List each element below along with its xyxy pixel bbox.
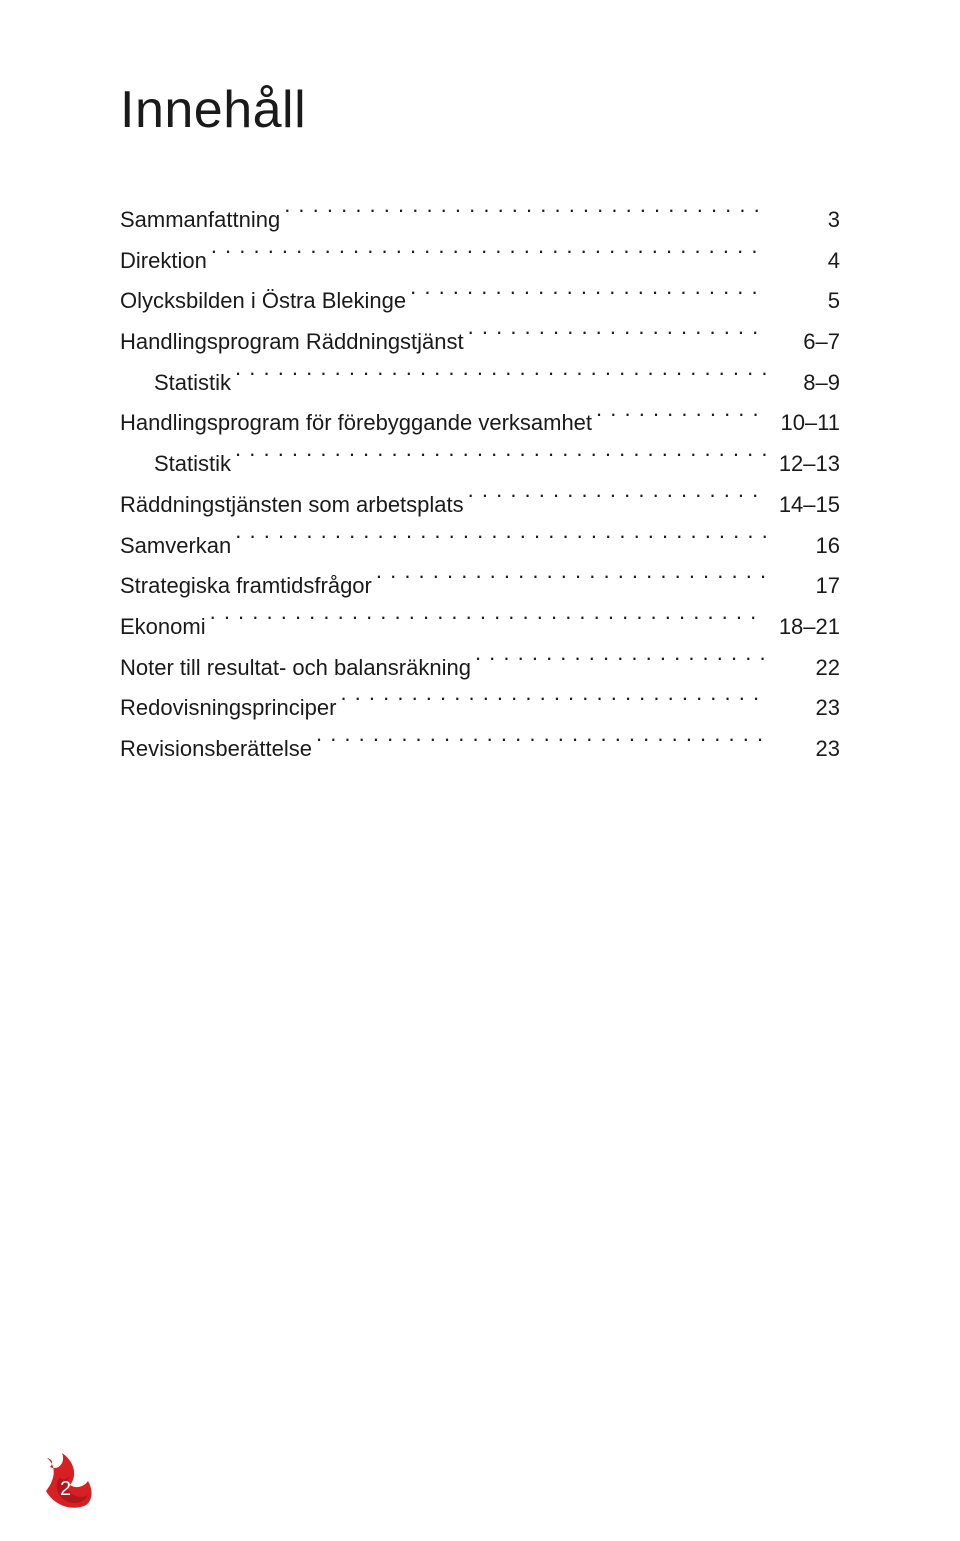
toc-page: 14–15 <box>770 485 840 526</box>
toc-row: Strategiska framtidsfrågor 17 <box>120 566 840 607</box>
toc-page: 18–21 <box>770 607 840 648</box>
toc-row: Samverkan 16 <box>120 526 840 567</box>
toc-label: Olycksbilden i Östra Blekinge <box>120 281 406 322</box>
toc-row: Ekonomi 18–21 <box>120 607 840 648</box>
page-title: Innehåll <box>120 80 840 140</box>
toc-leader <box>468 485 766 511</box>
toc-label: Ekonomi <box>120 607 206 648</box>
table-of-contents: Sammanfattning3Direktion4Olycksbilden i … <box>120 200 840 770</box>
toc-leader <box>235 526 766 552</box>
toc-row: Statistik 8–9 <box>120 363 840 404</box>
toc-row: Revisionsberättelse 23 <box>120 729 840 770</box>
toc-page: 5 <box>770 281 840 322</box>
toc-label: Samverkan <box>120 526 231 567</box>
toc-page: 4 <box>770 241 840 282</box>
toc-label: Statistik <box>154 363 231 404</box>
toc-row: Räddningstjänsten som arbetsplats 14–15 <box>120 485 840 526</box>
toc-leader <box>468 323 766 349</box>
toc-row: Handlingsprogram för förebyggande verksa… <box>120 403 840 444</box>
toc-page: 23 <box>770 729 840 770</box>
toc-leader <box>284 201 766 227</box>
toc-leader <box>410 282 766 308</box>
toc-label: Strategiska framtidsfrågor <box>120 566 372 607</box>
page-number: 2 <box>60 1478 71 1501</box>
toc-label: Revisionsberättelse <box>120 729 312 770</box>
toc-page: 12–13 <box>770 444 840 485</box>
toc-label: Räddningstjänsten som arbetsplats <box>120 485 464 526</box>
toc-page: 6–7 <box>770 322 840 363</box>
toc-page: 23 <box>770 688 840 729</box>
toc-leader <box>210 607 766 633</box>
document-page: Innehåll Sammanfattning3Direktion4Olycks… <box>0 0 960 1541</box>
toc-page: 3 <box>770 200 840 241</box>
toc-label: Handlingsprogram Räddningstjänst <box>120 322 464 363</box>
toc-leader <box>235 445 766 471</box>
toc-leader <box>340 689 766 715</box>
toc-leader <box>235 363 766 389</box>
toc-label: Direktion <box>120 241 207 282</box>
toc-leader <box>376 567 766 593</box>
toc-label: Sammanfattning <box>120 200 280 241</box>
toc-label: Redovisningsprinciper <box>120 688 336 729</box>
toc-label: Statistik <box>154 444 231 485</box>
toc-leader <box>211 241 766 267</box>
toc-leader <box>316 730 766 756</box>
toc-leader <box>596 404 766 430</box>
toc-page: 22 <box>770 648 840 689</box>
toc-page: 17 <box>770 566 840 607</box>
toc-page: 8–9 <box>770 363 840 404</box>
toc-row: Handlingsprogram Räddningstjänst 6–7 <box>120 322 840 363</box>
toc-row: Statistik 12–13 <box>120 444 840 485</box>
toc-page: 16 <box>770 526 840 567</box>
toc-row: Sammanfattning 3 <box>120 200 840 241</box>
toc-row: Olycksbilden i Östra Blekinge 5 <box>120 281 840 322</box>
toc-row: Noter till resultat- och balansräkning 22 <box>120 648 840 689</box>
toc-label: Handlingsprogram för förebyggande verksa… <box>120 403 592 444</box>
toc-page: 10–11 <box>770 403 840 444</box>
toc-label: Noter till resultat- och balansräkning <box>120 648 471 689</box>
toc-row: Redovisningsprinciper 23 <box>120 688 840 729</box>
toc-row: Direktion 4 <box>120 241 840 282</box>
toc-leader <box>475 648 766 674</box>
